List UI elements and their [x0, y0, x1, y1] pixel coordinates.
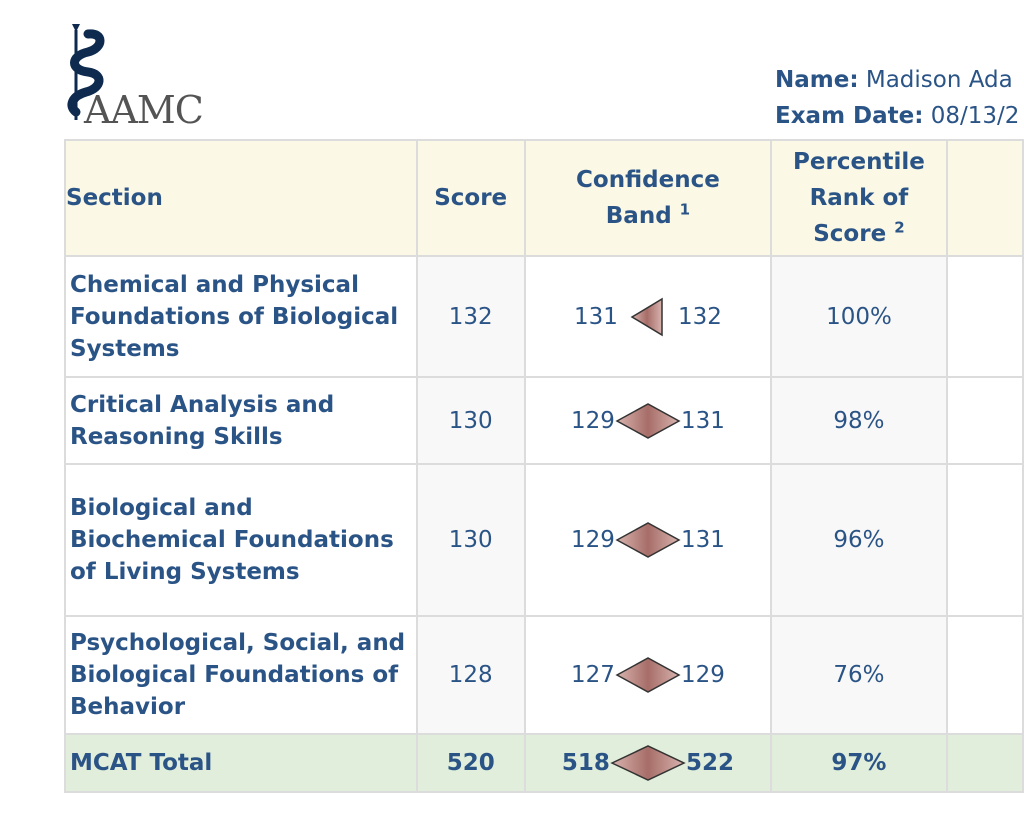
band-diamond-icon: [610, 745, 686, 781]
band-low: 129: [571, 527, 615, 553]
footnote-1: 1: [679, 200, 691, 219]
name-label: Name:: [775, 67, 859, 93]
table-row: Biological and Biochemical Foundations o…: [64, 463, 1024, 617]
name-value: Madison Ada: [865, 67, 1013, 93]
total-score: 520: [415, 733, 526, 793]
score-table: Section Score Confidence Band 1 Percenti…: [64, 139, 1024, 793]
header-percentile: Percentile Rank of Score 2: [770, 139, 948, 257]
header-section: Section: [64, 139, 418, 257]
total-row: MCAT Total 520 518 522 97%: [64, 733, 1024, 793]
band-diamond-icon: [615, 657, 681, 693]
band-high: 522: [685, 750, 734, 776]
confidence-band: 129 131: [523, 463, 773, 617]
header-band-line2: Band: [605, 203, 672, 229]
section-name: Chemical and Physical Foundations of Bio…: [64, 255, 418, 378]
header-pct-line2: Rank of: [809, 185, 909, 211]
total-label: MCAT Total: [64, 733, 418, 793]
confidence-band: 129 131: [523, 376, 773, 465]
candidate-info: Name: Madison Ada Exam Date: 08/13/2: [775, 62, 1019, 134]
header-confidence-band: Confidence Band 1: [523, 139, 773, 257]
band-low: 127: [571, 662, 615, 688]
band-diamond-icon: [615, 402, 681, 439]
percentile: 100%: [770, 255, 948, 378]
header-band-line1: Confidence: [576, 167, 720, 193]
band-low: 518: [561, 750, 610, 776]
section-score: 128: [415, 615, 526, 735]
band-triangle-icon: [630, 297, 663, 336]
confidence-band: 131 132: [523, 255, 773, 378]
band-low: 131: [574, 303, 618, 330]
percentile: 96%: [770, 463, 948, 617]
extra-cell: [945, 463, 1024, 617]
section-name: Critical Analysis and Reasoning Skills: [64, 376, 418, 465]
confidence-band: 127 129: [523, 615, 773, 735]
header-pct-line1: Percentile: [793, 149, 925, 175]
extra-cell: [945, 733, 1024, 793]
extra-cell: [945, 615, 1024, 735]
table-row: Psychological, Social, and Biological Fo…: [64, 615, 1024, 735]
extra-cell: [945, 255, 1024, 378]
aamc-logo: [60, 22, 220, 132]
header-score: Score: [415, 139, 526, 257]
band-high: 132: [677, 303, 722, 330]
total-confidence-band: 518 522: [523, 733, 773, 793]
percentile: 76%: [770, 615, 948, 735]
section-name: Biological and Biochemical Foundations o…: [64, 463, 418, 617]
band-high: 131: [680, 407, 725, 434]
header-pct-line3: Score: [813, 221, 887, 247]
header-extra: [945, 139, 1024, 257]
table-row: Critical Analysis and Reasoning Skills 1…: [64, 376, 1024, 465]
section-score: 132: [415, 255, 526, 378]
footnote-2: 2: [894, 218, 905, 237]
table-row: Chemical and Physical Foundations of Bio…: [64, 255, 1024, 378]
exam-date-label: Exam Date:: [775, 103, 924, 129]
logo-text: AAMC: [84, 88, 204, 132]
section-score: 130: [415, 463, 526, 617]
table-header-row: Section Score Confidence Band 1 Percenti…: [64, 139, 1024, 257]
extra-cell: [945, 376, 1024, 465]
total-percentile: 97%: [770, 733, 948, 793]
band-high: 129: [680, 662, 725, 688]
caduceus-icon: [67, 24, 105, 120]
section-score: 130: [415, 376, 526, 465]
band-diamond-icon: [615, 522, 681, 558]
section-name: Psychological, Social, and Biological Fo…: [64, 615, 418, 735]
percentile: 98%: [770, 376, 948, 465]
band-low: 129: [571, 407, 615, 434]
exam-date-value: 08/13/2: [930, 103, 1020, 129]
band-high: 131: [680, 527, 725, 553]
